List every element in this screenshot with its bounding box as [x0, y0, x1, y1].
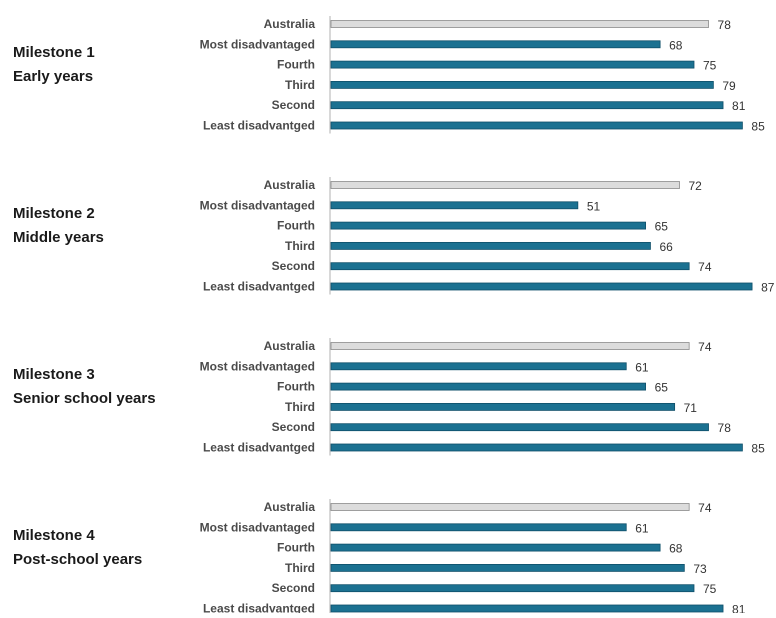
bar: [330, 121, 743, 130]
category-label: Fourth: [277, 58, 315, 72]
group-subtitle: Middle years: [13, 229, 104, 246]
group-title: Milestone 2: [13, 205, 95, 222]
value-label: 74: [698, 501, 712, 515]
value-label: 81: [732, 603, 746, 614]
category-label: Australia: [264, 500, 316, 514]
value-label: 68: [669, 542, 683, 556]
value-label: 78: [718, 421, 732, 435]
category-label: Second: [272, 581, 315, 595]
benchmark-bar: [330, 503, 690, 511]
benchmark-bar: [330, 20, 709, 28]
category-label: Fourth: [277, 219, 315, 233]
category-label: Second: [272, 420, 315, 434]
value-label: 61: [635, 521, 649, 535]
bar: [330, 241, 651, 250]
category-label: Australia: [264, 178, 316, 192]
value-label: 68: [669, 38, 683, 52]
value-label: 66: [659, 240, 673, 254]
benchmark-bar: [330, 181, 680, 189]
value-label: 75: [703, 59, 717, 73]
category-label: Fourth: [277, 541, 315, 555]
category-label: Third: [285, 78, 315, 92]
category-label: Third: [285, 400, 315, 414]
category-label: Most disadvantaged: [200, 198, 315, 212]
bar: [330, 604, 724, 613]
value-label: 65: [655, 381, 669, 395]
category-label: Third: [285, 561, 315, 575]
category-label: Most disadvantaged: [200, 520, 315, 534]
bar: [330, 262, 690, 271]
group-title: Milestone 3: [13, 366, 95, 383]
category-label: Least disadvantged: [203, 602, 315, 614]
value-label: 65: [655, 220, 669, 234]
value-label: 87: [761, 281, 775, 295]
bar: [330, 60, 695, 69]
bar: [330, 402, 676, 411]
category-label: Fourth: [277, 380, 315, 394]
milestone-group-4: Milestone 4 Post-school years Australia 74 M…: [13, 499, 746, 617]
bar: [330, 81, 714, 89]
group-subtitle: Early years: [13, 68, 93, 85]
milestone-group-1: Milestone 1 Early years Australia 78 Most di…: [13, 16, 765, 134]
category-label: Second: [272, 98, 315, 112]
group-title: Milestone 1: [13, 44, 95, 61]
value-label: 75: [703, 582, 717, 596]
milestone-group-3: Milestone 3 Senior school years Australia 7…: [13, 338, 765, 456]
category-label: Australia: [264, 17, 316, 31]
bar: [330, 584, 695, 593]
bar: [330, 523, 627, 532]
value-label: 71: [684, 401, 698, 415]
bar: [330, 543, 661, 552]
bar: [330, 101, 724, 110]
value-label: 74: [698, 340, 712, 354]
category-label: Most disadvantaged: [200, 37, 315, 51]
bar: [330, 40, 661, 49]
value-label: 78: [718, 18, 732, 32]
value-label: 72: [688, 179, 702, 193]
category-label: Most disadvantaged: [200, 359, 315, 373]
value-label: 81: [732, 99, 746, 113]
value-label: 73: [693, 562, 707, 576]
category-label: Least disadvantged: [203, 441, 315, 455]
bar: [330, 221, 647, 230]
category-label: Least disadvantged: [203, 280, 315, 294]
value-label: 61: [635, 360, 649, 374]
bar: [330, 382, 647, 391]
value-label: 79: [722, 79, 736, 93]
value-label: 74: [698, 260, 712, 274]
benchmark-bar: [330, 342, 690, 350]
group-title: Milestone 4: [13, 527, 95, 544]
category-label: Least disadvantged: [203, 119, 315, 133]
milestone-group-2: Milestone 2 Middle years Australia 72 Most d…: [13, 177, 775, 295]
value-label: 85: [751, 120, 765, 134]
bar: [330, 423, 709, 432]
category-label: Australia: [264, 339, 316, 353]
category-label: Second: [272, 259, 315, 273]
bar: [330, 362, 627, 371]
bar: [330, 443, 743, 452]
bar: [330, 282, 753, 291]
bar: [330, 201, 579, 210]
group-subtitle: Senior school years: [13, 390, 156, 407]
group-subtitle: Post-school years: [13, 551, 142, 568]
value-label: 85: [751, 442, 765, 456]
category-label: Third: [285, 239, 315, 253]
bar: [330, 564, 685, 572]
value-label: 51: [587, 199, 601, 213]
